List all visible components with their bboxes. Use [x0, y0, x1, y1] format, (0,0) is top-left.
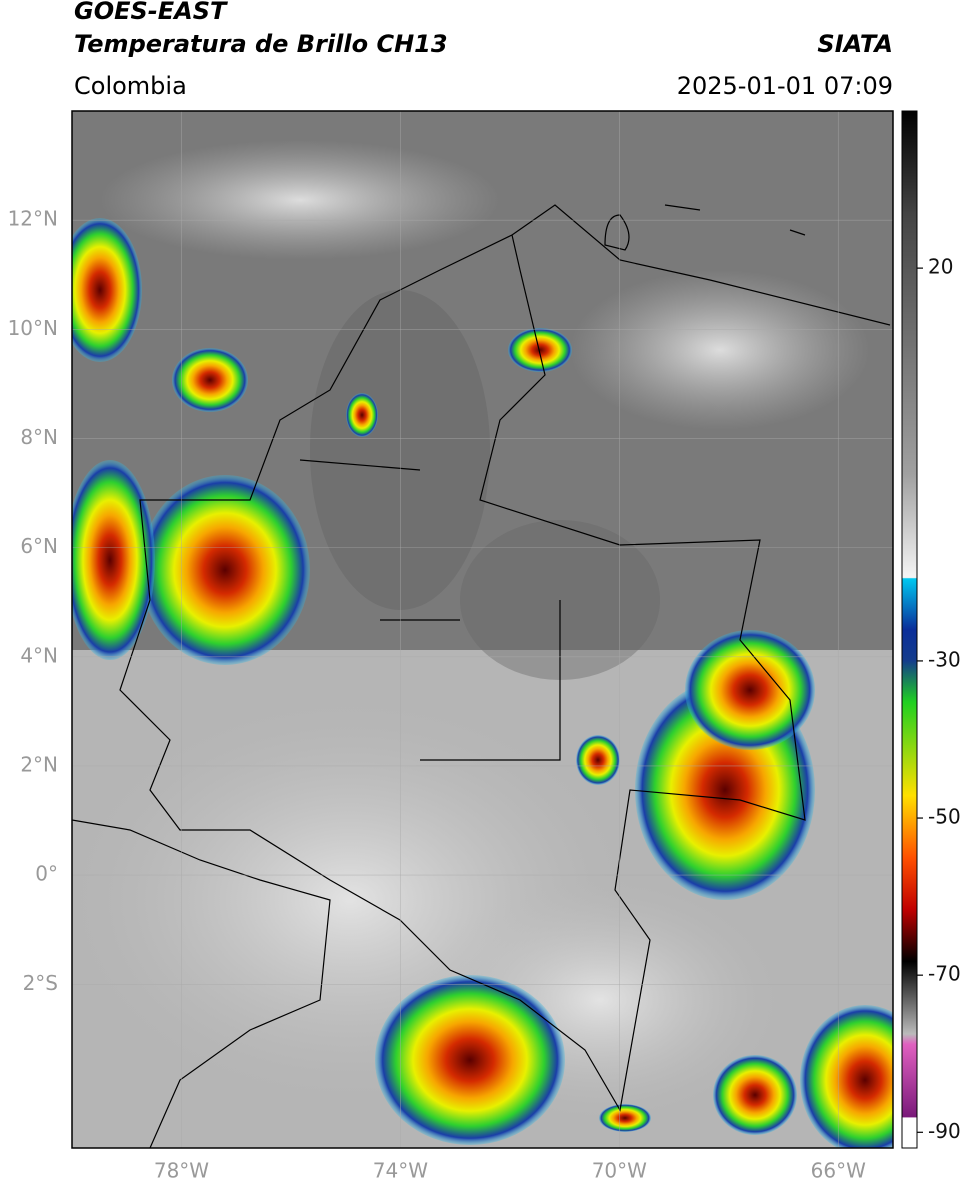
source: SIATA: [817, 30, 893, 58]
title: GOES-EAST: [74, 0, 228, 25]
graticule: [72, 111, 893, 1148]
colorbar-tick-label: -30: [928, 647, 961, 671]
colorbar-tick-label: -70: [928, 962, 961, 986]
lon-tick-label: 78°W: [154, 1159, 209, 1183]
colorbar: [901, 110, 918, 1149]
lon-tick-label: 74°W: [373, 1159, 428, 1183]
lat-tick-label: 4°N: [20, 643, 58, 667]
lon-tick-label: 66°W: [811, 1159, 866, 1183]
map-frame: [71, 110, 894, 1149]
colorbar-tick-label: 20: [928, 255, 953, 279]
region: Colombia: [74, 72, 187, 100]
colorbar-tick-label: -90: [928, 1119, 961, 1143]
lat-tick-label: 0°: [35, 862, 58, 886]
lat-tick-label: 10°N: [8, 316, 58, 340]
colorbar-tick-label: -50: [928, 805, 961, 829]
lon-tick-label: 70°W: [592, 1159, 647, 1183]
lat-tick-label: 8°N: [20, 425, 58, 449]
lat-tick-label: 6°N: [20, 534, 58, 558]
datetime: 2025-01-01 07:09: [677, 72, 893, 100]
subtitle: Temperatura de Brillo CH13: [74, 30, 448, 58]
satellite-image: [72, 111, 893, 1148]
lat-tick-label: 2°S: [23, 971, 58, 995]
lat-tick-label: 12°N: [8, 207, 58, 231]
lat-tick-label: 2°N: [20, 752, 58, 776]
